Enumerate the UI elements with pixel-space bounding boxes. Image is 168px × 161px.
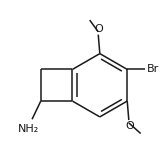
Text: O: O <box>125 121 134 131</box>
Text: NH₂: NH₂ <box>18 124 39 134</box>
Text: O: O <box>95 24 103 34</box>
Text: Br: Br <box>147 64 159 74</box>
